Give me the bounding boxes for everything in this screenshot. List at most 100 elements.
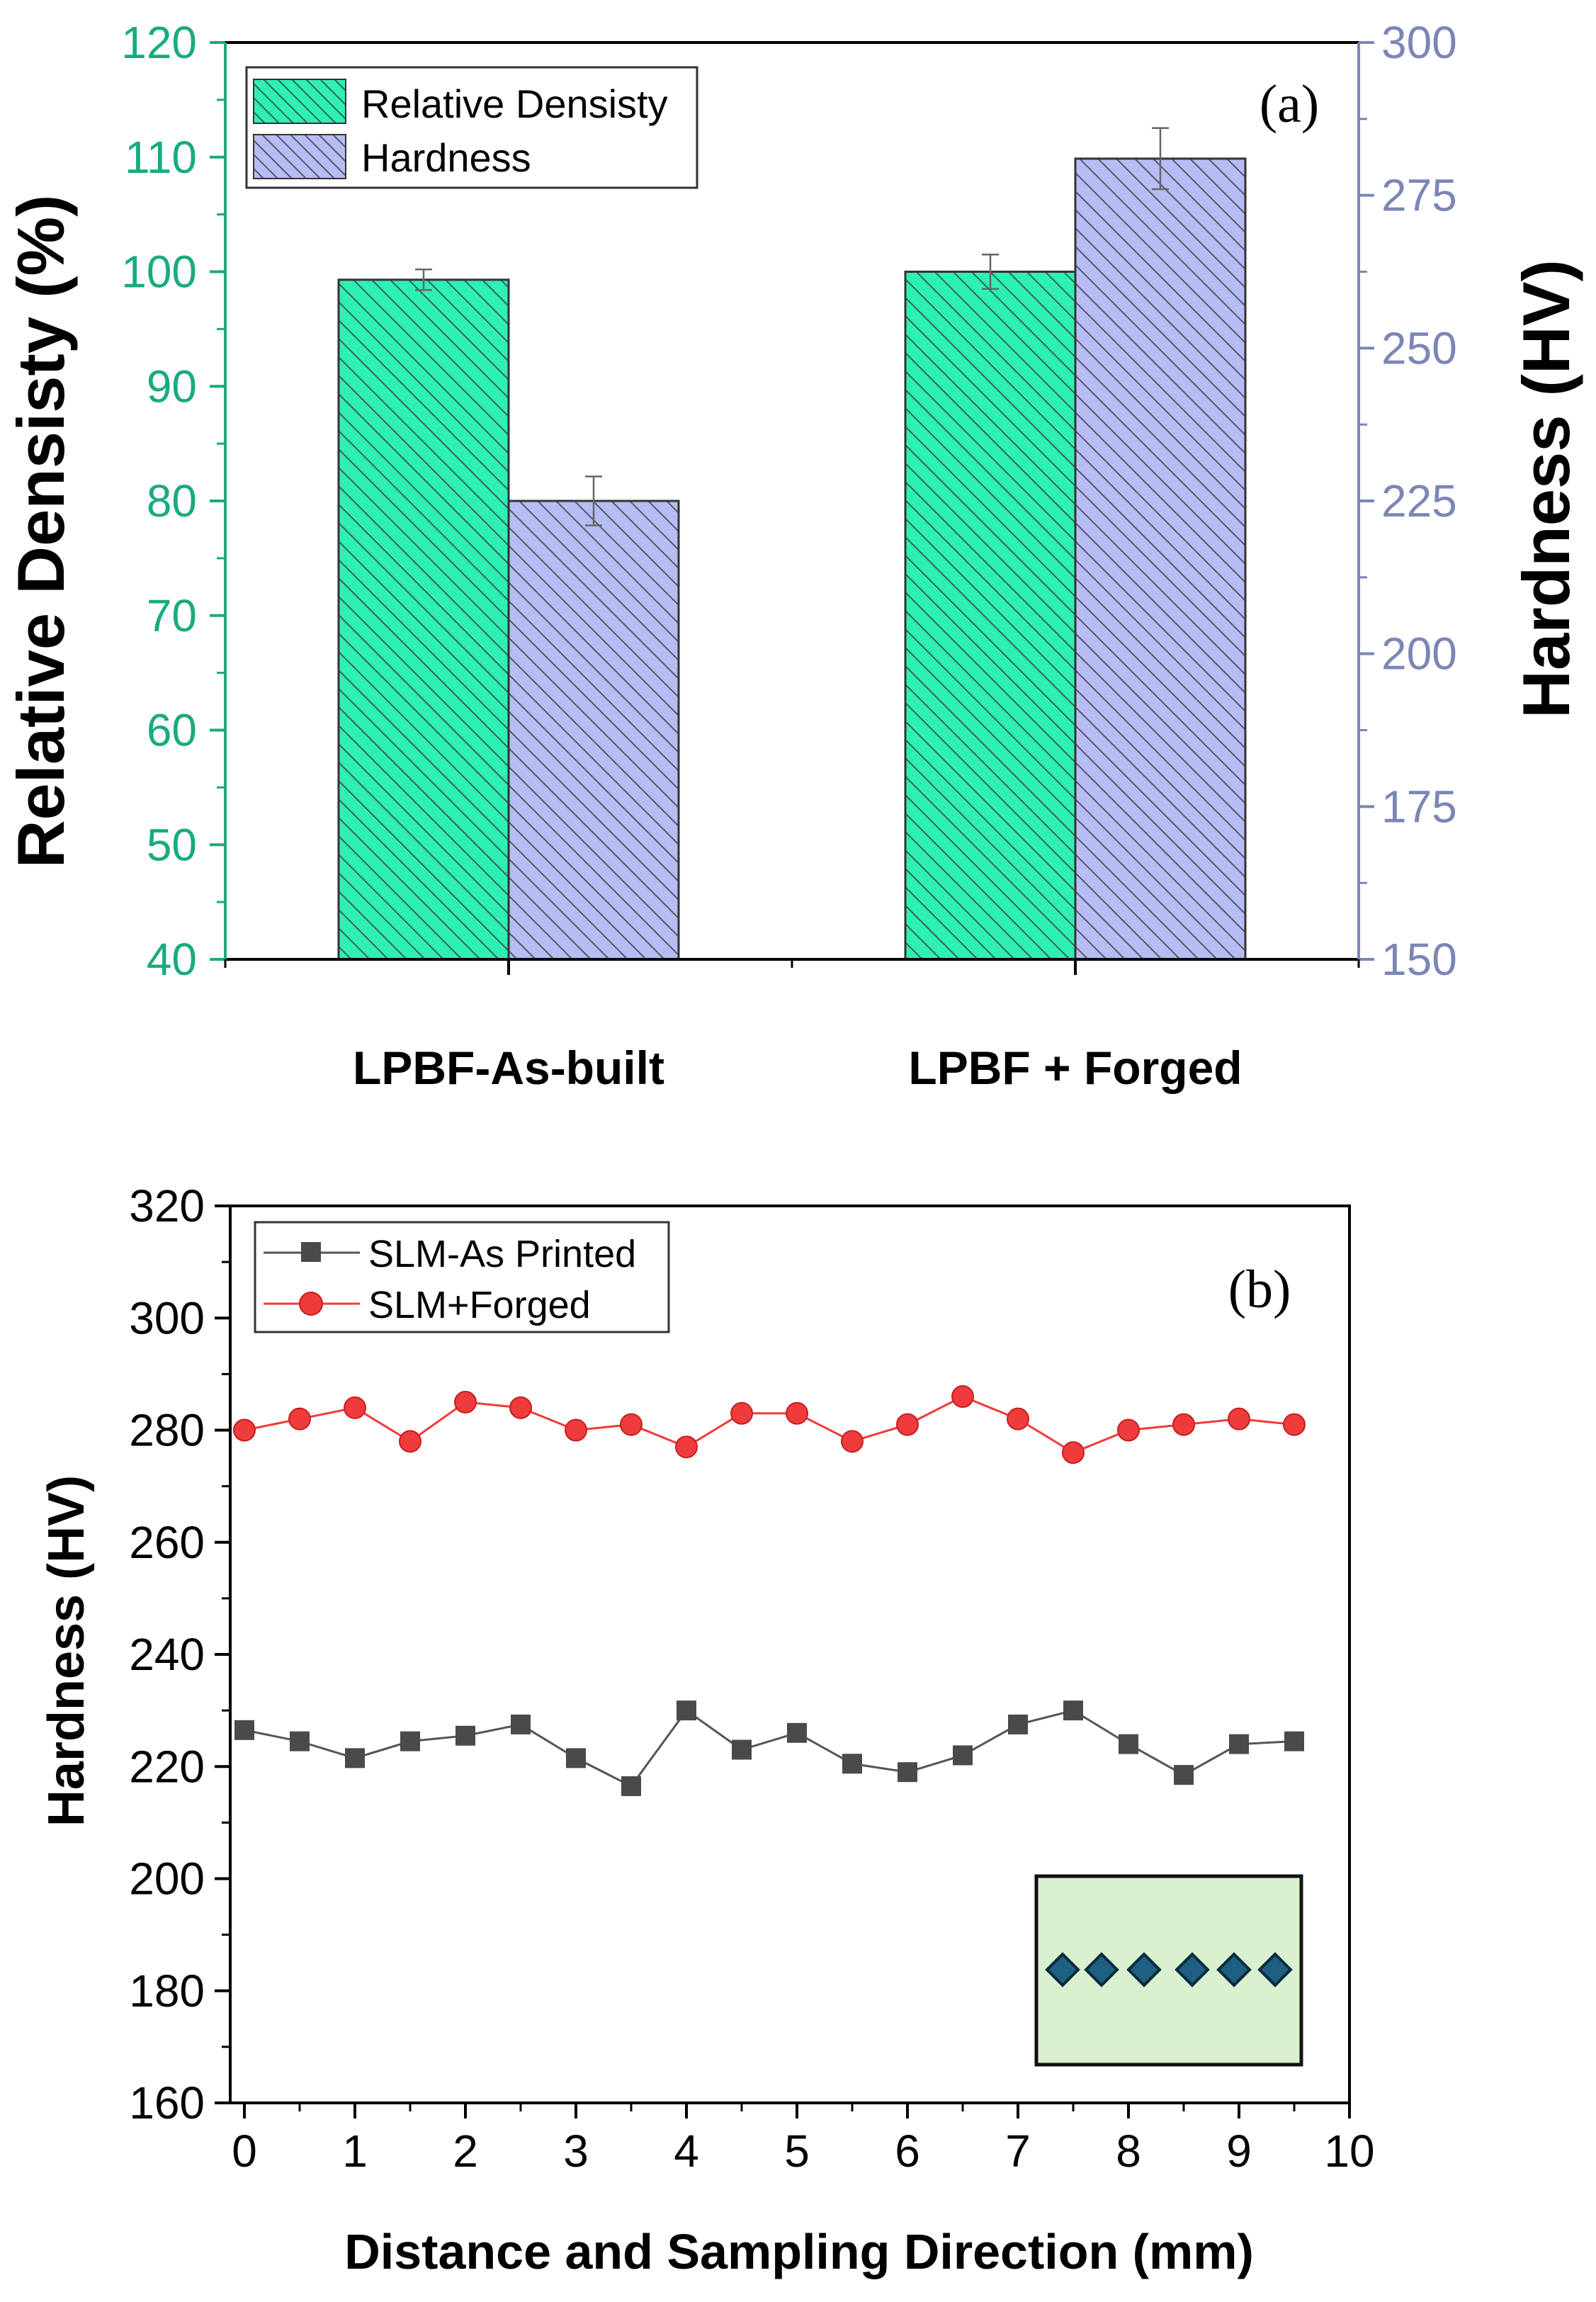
data-point-circle: [454, 1390, 477, 1414]
x-axis-tick-label: 4: [674, 2126, 699, 2177]
data-point-circle: [399, 1430, 421, 1453]
y-axis-tick-label: 200: [129, 1854, 205, 1905]
data-point-circle: [233, 1418, 256, 1442]
legend-label-relative-density: Relative Densisty: [361, 81, 668, 126]
data-point-square: [677, 1700, 696, 1721]
legend-swatch-hatch: [254, 79, 346, 123]
data-point-square: [1229, 1734, 1249, 1754]
data-point-square: [290, 1731, 310, 1751]
panel-a-category-label: LPBF + Forged: [908, 1042, 1242, 1094]
right-axis-tick-label: 275: [1381, 170, 1457, 221]
y-axis-tick-label: 280: [129, 1405, 205, 1456]
panel-b-x-axis: 0 1 2 3 4 5 6 7 8 9 10: [232, 2103, 1375, 2177]
left-axis-tick-label: 40: [147, 934, 197, 985]
panel-b-legend: SLM-As Printed SLM+Forged: [254, 1221, 670, 1333]
left-axis-tick-label: 80: [147, 475, 197, 526]
indent-marker-diamond: [1216, 1952, 1252, 1987]
data-point-circle: [841, 1430, 864, 1453]
right-axis-tick-label: 250: [1381, 322, 1457, 373]
data-point-circle: [675, 1435, 698, 1459]
x-axis-tick-label: 2: [453, 2126, 478, 2177]
x-axis-tick-label: 5: [784, 2126, 810, 2177]
panel-a-legend: Relative Densisty Hardness: [245, 66, 698, 189]
y-axis-tick-label: 160: [129, 2077, 205, 2128]
y-axis-tick-label: 260: [129, 1517, 205, 1568]
left-axis-tick-label: 70: [147, 590, 197, 641]
bar-hatch: [509, 501, 679, 959]
data-point-circle: [509, 1396, 532, 1419]
left-axis-tick-label: 60: [147, 705, 197, 756]
data-point-circle: [951, 1385, 974, 1409]
indent-marker-diamond: [1175, 1952, 1210, 1987]
data-point-circle: [730, 1401, 753, 1425]
panel-b-x-axis-title: Distance and Sampling Direction (mm): [344, 2224, 1254, 2279]
data-point-square: [511, 1714, 531, 1734]
data-point-square: [1284, 1731, 1304, 1751]
x-axis-tick-label: 0: [232, 2126, 257, 2177]
y-axis-tick-label: 320: [129, 1180, 205, 1231]
panel-a-label: (a): [1260, 74, 1319, 134]
data-point-square: [621, 1776, 641, 1796]
data-point-circle: [1283, 1413, 1306, 1436]
sample-inset: [1034, 1874, 1303, 2067]
data-point-square: [1174, 1765, 1194, 1785]
panel-b-line-chart: 160 180 200 220 240 260 280 300 320 0 1 2 3 4 5 6 7 8 9 10…: [38, 1180, 1375, 2279]
data-point-circle: [344, 1396, 366, 1419]
data-point-square: [1063, 1700, 1083, 1721]
data-point-square: [1119, 1734, 1138, 1754]
panel-a-left-axis: 40 50 60 70 80 90 100 110 120: [121, 17, 227, 985]
data-point-circle: [1172, 1413, 1195, 1436]
data-point-circle: [1007, 1407, 1029, 1431]
data-point-square: [345, 1748, 365, 1768]
panel-a-bars: [337, 157, 1247, 961]
bar-hatch: [905, 271, 1075, 959]
data-point-square: [1008, 1714, 1028, 1734]
data-point-square: [953, 1745, 973, 1766]
right-axis-tick-label: 150: [1381, 934, 1457, 985]
panel-b-y-axis-title: Hardness (HV): [38, 1475, 95, 1827]
x-axis-tick-label: 9: [1226, 2126, 1252, 2177]
bar-hatch: [339, 279, 509, 959]
indent-marker-diamond: [1126, 1952, 1162, 1987]
panel-b-label: (b): [1228, 1260, 1291, 1319]
data-point-square: [787, 1722, 807, 1743]
data-point-circle: [1228, 1407, 1250, 1431]
y-axis-tick-label: 180: [129, 1965, 205, 2016]
left-axis-tick-label: 50: [147, 819, 197, 870]
panel-a-bar-chart: 40 50 60 70 80 90 100 110 120 150 175 200 225 250 275…: [4, 17, 1583, 1094]
data-point-circle: [1117, 1418, 1140, 1442]
indent-marker-diamond: [1084, 1952, 1119, 1987]
legend-label-slm-forged: SLM+Forged: [368, 1284, 591, 1326]
panel-b-y-axis: 160 180 200 220 240 260 280 300 320: [129, 1180, 230, 2128]
legend-box: [254, 1221, 670, 1333]
left-axis-tick-label: 90: [147, 361, 197, 412]
y-axis-tick-label: 220: [129, 1741, 205, 1792]
panel-a-right-axis-title: Hardness (HV): [1509, 259, 1583, 718]
right-axis-tick-label: 175: [1381, 781, 1457, 832]
panel-a-category-label: LPBF-As-built: [353, 1042, 664, 1094]
left-axis-tick-label: 120: [121, 17, 197, 68]
x-axis-tick-label: 1: [342, 2126, 368, 2177]
data-point-square: [898, 1762, 917, 1783]
right-axis-tick-label: 225: [1381, 475, 1457, 526]
data-point-circle: [1062, 1441, 1085, 1465]
x-axis-tick-label: 6: [895, 2126, 920, 2177]
data-point-square: [400, 1731, 420, 1751]
data-point-square: [842, 1754, 862, 1774]
data-point-square: [455, 1725, 475, 1746]
x-axis-tick-label: 3: [563, 2126, 589, 2177]
data-point-circle: [896, 1413, 919, 1436]
legend-swatch-hatch: [254, 135, 346, 179]
panel-a-left-axis-title: Relative Densisty (%): [4, 195, 78, 869]
right-axis-tick-label: 300: [1381, 17, 1457, 68]
panel-a-right-axis: 150 175 200 225 250 275 300: [1357, 17, 1457, 985]
legend-label-slm-as-printed: SLM-As Printed: [368, 1233, 636, 1275]
bar-hatch: [1075, 158, 1245, 960]
left-axis-tick-label: 110: [125, 132, 197, 183]
panel-b-series: [233, 1385, 1306, 1796]
left-axis-tick-label: 100: [121, 247, 197, 298]
data-point-circle: [288, 1407, 311, 1431]
x-axis-tick-label: 8: [1116, 2126, 1141, 2177]
indent-marker-diamond: [1257, 1952, 1293, 1987]
